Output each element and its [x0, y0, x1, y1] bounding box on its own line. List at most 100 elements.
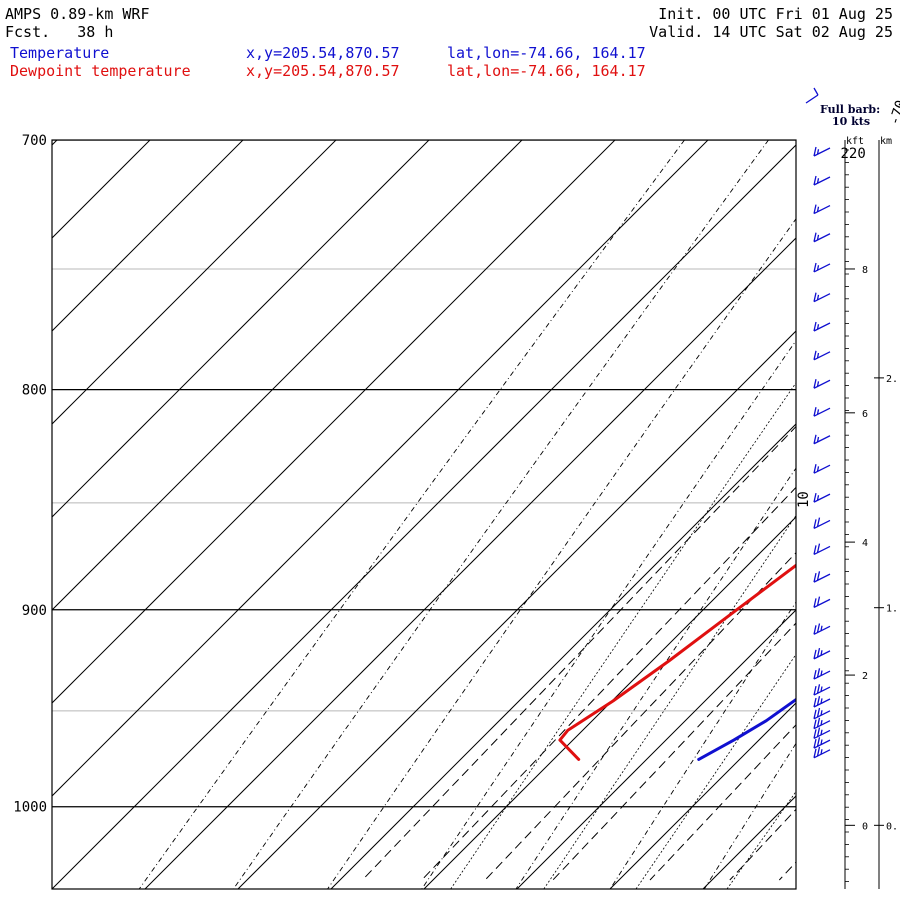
wind-barb-stroke [813, 746, 831, 759]
isotherm--40 [423, 516, 796, 889]
wind-barb-stroke [813, 696, 831, 708]
moist-adiabat--10 [726, 790, 796, 889]
wind-barb-12 [813, 492, 831, 503]
mixing-ratio-line-6 [778, 861, 796, 881]
wind-barb-8 [813, 379, 831, 389]
wind-barb-stroke [813, 434, 831, 445]
model-title: AMPS 0.89-km WRF [5, 5, 150, 23]
isotherm--150 [52, 140, 151, 239]
wind-barb-stroke [813, 321, 831, 332]
wind-barb-stroke [813, 543, 831, 555]
wind-barb-22 [813, 707, 831, 720]
wind-barb-stroke [813, 464, 831, 474]
wind-barb-11 [813, 464, 831, 474]
legend-dewpoint-latlon: lat,lon=-74.66, 164.17 [447, 62, 646, 80]
isotherm--20 [609, 702, 796, 889]
wind-barb-19 [813, 668, 831, 680]
wind-barb-stroke [813, 292, 831, 303]
wind-barb-18 [813, 647, 831, 660]
wind-barb-15 [813, 571, 831, 583]
wind-barb-9 [813, 407, 831, 417]
legend-dewpoint-name: Dewpoint temperature [10, 62, 191, 80]
wind-barb-17 [813, 623, 831, 635]
legend-dewpoint-xy: x,y=205.54,870.57 [246, 62, 400, 80]
isotherm--10 [702, 795, 796, 889]
wind-barb-21 [813, 696, 831, 708]
isotherm--130 [52, 140, 337, 425]
wind-barbs [813, 146, 831, 759]
wind-barb-16 [813, 596, 831, 608]
isotherm--80 [52, 144, 796, 889]
wind-barb-stroke [813, 350, 831, 361]
pressure-label-1000: 1000 [13, 800, 47, 816]
dry-adiabat-240 [515, 467, 796, 889]
wind-barb-10 [813, 434, 831, 445]
height-label-kft-0: 8 [862, 265, 868, 276]
isotherm--110 [52, 140, 523, 611]
wind-barb-stroke [813, 737, 831, 749]
wind-barb-stroke [813, 146, 831, 157]
wind-barb-stroke [813, 684, 831, 696]
legend-temperature-xy: x,y=205.54,870.57 [246, 44, 400, 62]
pressure-label-900: 900 [22, 603, 47, 619]
wind-barb-13 [813, 517, 831, 530]
wind-barb-stroke [813, 517, 831, 530]
wind-barb-4 [813, 262, 831, 273]
fcst-label: Fcst. [5, 23, 51, 41]
height-units-km: km [880, 136, 892, 147]
wind-barb-3 [813, 232, 831, 243]
wind-barb-1 [813, 175, 831, 186]
diagram-grid [52, 140, 900, 889]
barb-legend-line2: 10 kts [832, 115, 870, 128]
wind-barb-stroke [813, 623, 831, 635]
isotherm--60 [237, 330, 796, 889]
valid-time: Valid. 14 UTC Sat 02 Aug 25 [649, 23, 893, 41]
wind-barb-stroke [813, 717, 831, 730]
wind-barb-7 [813, 350, 831, 361]
height-units-kft: kft [846, 136, 864, 147]
wind-barb-0 [813, 146, 831, 157]
init-time: Init. 00 UTC Fri 01 Aug 25 [658, 5, 893, 23]
height-label-km-2: 0. [886, 821, 898, 832]
barb-legend-icon [805, 87, 819, 104]
extra-isotherm-label: 10 [796, 491, 812, 508]
isotherm--30 [516, 609, 796, 889]
moist-adiabat--20 [635, 653, 796, 889]
height-label-km-0: 2. [886, 374, 898, 385]
wind-barb-stroke [813, 707, 831, 720]
isotherm--120 [52, 140, 430, 518]
dry-adiabat-250 [609, 601, 796, 889]
height-label-kft-4: 0 [862, 821, 868, 832]
isotherm--100 [52, 140, 616, 704]
isotherm-10 [889, 140, 900, 889]
wind-barb-stroke [813, 668, 831, 680]
dry-adiabat-260 [703, 742, 796, 889]
dry-adiabat-200 [138, 140, 685, 889]
wind-barb-stroke [813, 175, 831, 186]
wind-barb-stroke [813, 571, 831, 583]
dry-adiabat-210 [233, 140, 769, 889]
isotherm--90 [52, 140, 709, 797]
height-label-km-1: 1. [886, 604, 898, 615]
legend-temperature-latlon: lat,lon=-74.66, 164.17 [447, 44, 646, 62]
diagram-labels: .05.1.2.412346-70-60-50-40-30-20-1002202… [13, 98, 900, 815]
profiles [558, 563, 796, 761]
mixing-ratio-line-3 [552, 622, 796, 881]
wind-barb-stroke [813, 596, 831, 608]
height-axis: 8 6 4 2 0 2. 1. 0. [805, 87, 898, 889]
pressure-label-800: 800 [22, 383, 47, 399]
moist-adiabat-0 [817, 140, 900, 889]
wind-barb-stroke [813, 727, 831, 739]
wind-barb-stroke [813, 232, 831, 243]
isotherm--70 [144, 237, 796, 889]
forecast-hour: Fcst. 38 h [5, 23, 113, 41]
mixing-ratio-line-2 [484, 551, 796, 881]
plot-frame [51, 139, 797, 890]
theta-label-0: 220 [840, 146, 865, 162]
isotherm-label-0: -70 [887, 98, 900, 127]
height-label-kft-1: 6 [862, 409, 868, 420]
dry-adiabat-280 [893, 140, 900, 889]
temperature-profile [697, 697, 796, 761]
height-label-kft-2: 4 [862, 538, 868, 549]
